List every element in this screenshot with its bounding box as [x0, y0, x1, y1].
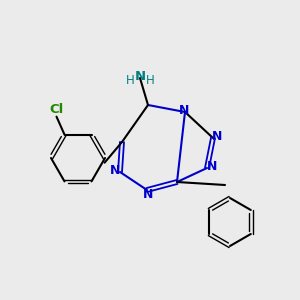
Text: H: H: [126, 74, 134, 88]
Text: N: N: [143, 188, 153, 200]
Text: N: N: [110, 164, 120, 178]
Text: Cl: Cl: [50, 103, 64, 116]
Text: N: N: [212, 130, 222, 142]
Text: N: N: [207, 160, 217, 173]
Text: N: N: [179, 104, 189, 118]
Text: H: H: [146, 74, 154, 88]
Text: N: N: [134, 70, 146, 83]
